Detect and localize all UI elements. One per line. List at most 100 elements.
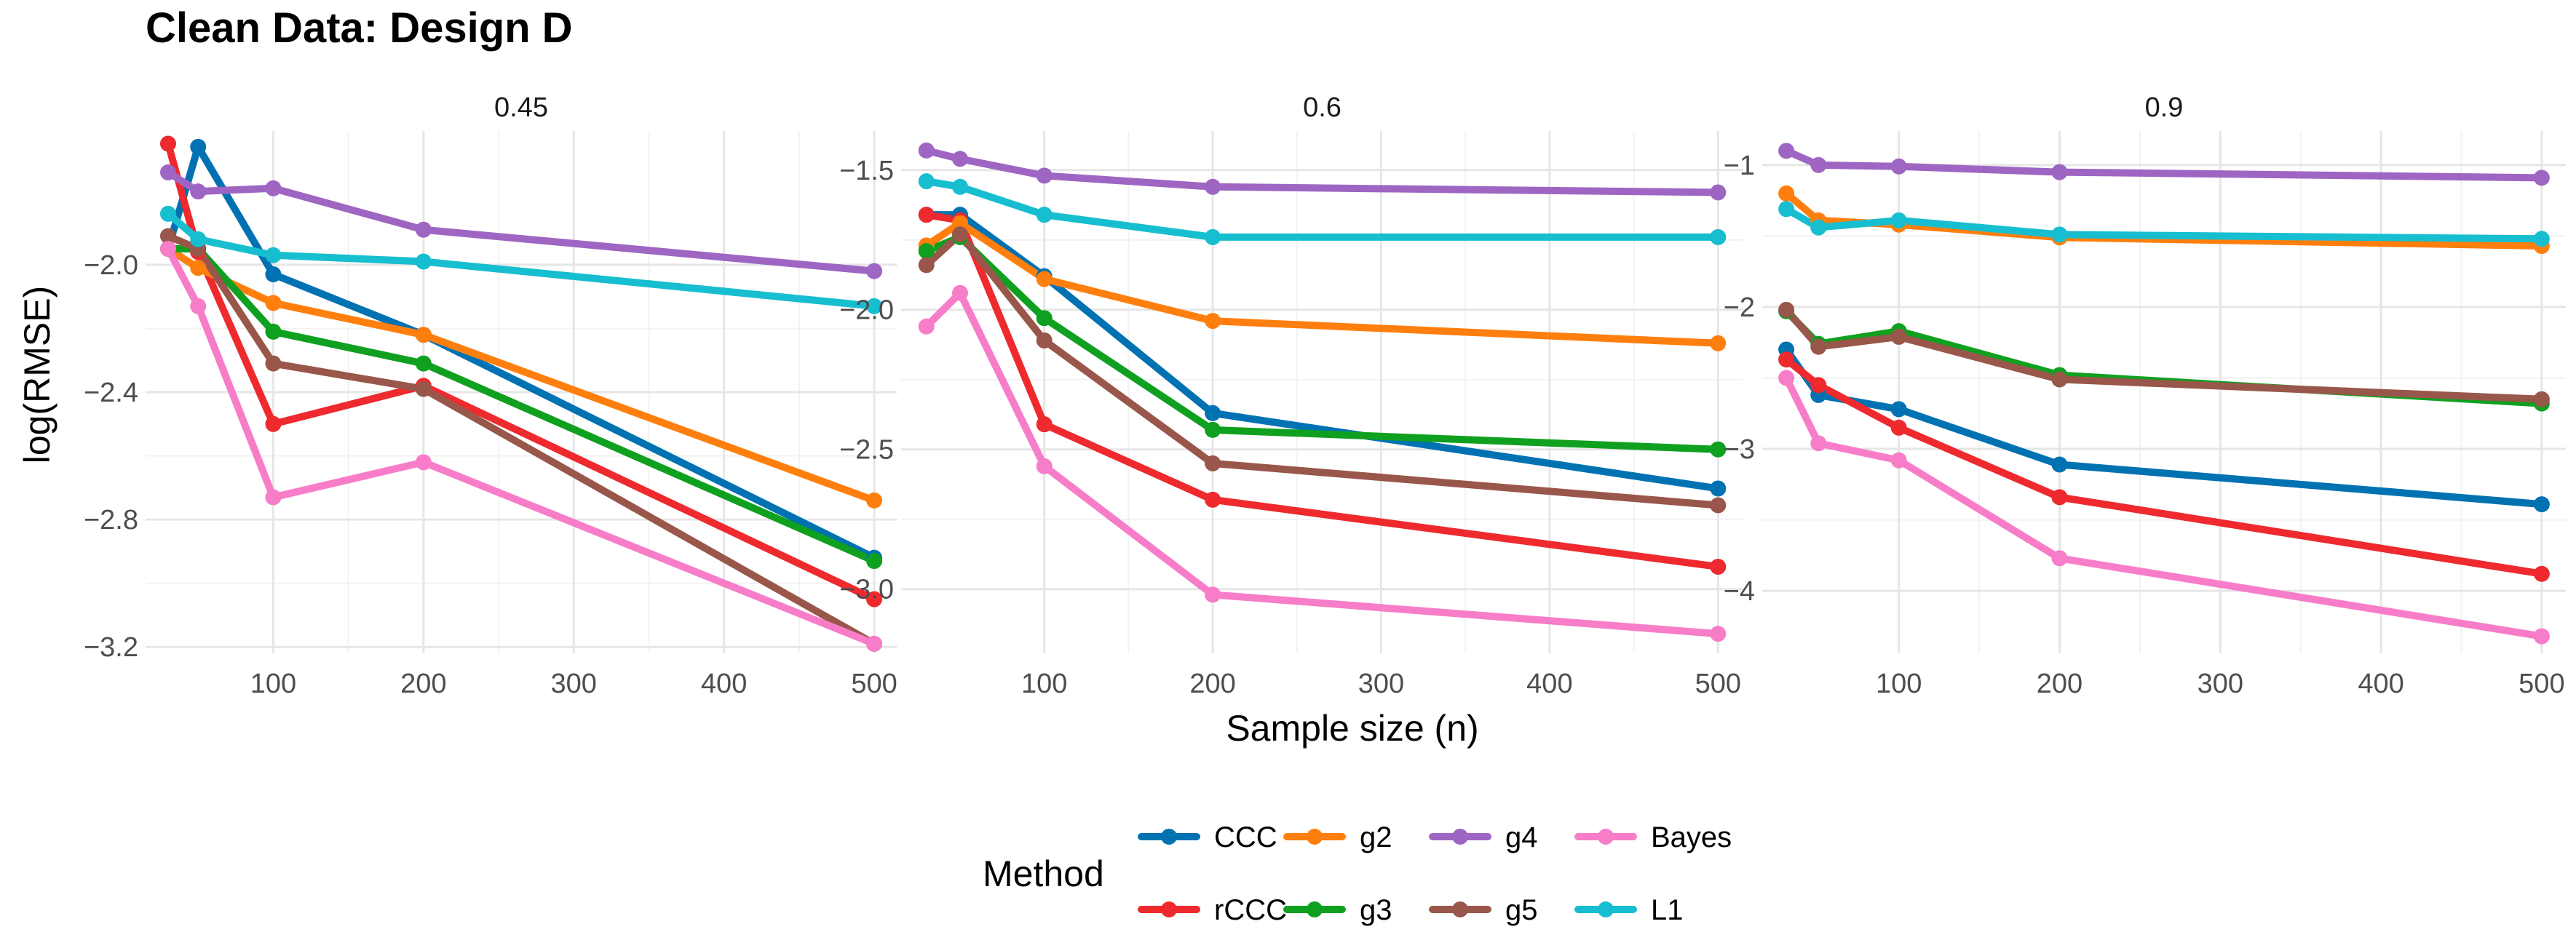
point-g5 bbox=[952, 226, 968, 242]
chart-title: Clean Data: Design D bbox=[146, 4, 573, 52]
point-bayes bbox=[190, 298, 206, 314]
point-bayes bbox=[1205, 586, 1221, 602]
legend-label: rCCC bbox=[1214, 894, 1287, 926]
x-tick-label: 500 bbox=[851, 669, 897, 699]
legend-item-g3: g3 bbox=[1287, 894, 1392, 926]
point-g4 bbox=[1205, 179, 1221, 195]
point-l1 bbox=[416, 254, 432, 270]
point-bayes bbox=[2534, 629, 2550, 645]
panel-0-45: 100 200 300 400 500 −2.0 −2.4 −2.8 −3.2 0.45 bbox=[84, 92, 897, 699]
point-rccc bbox=[1810, 377, 1826, 393]
point-g4 bbox=[1891, 159, 1907, 175]
point-rccc bbox=[1205, 492, 1221, 508]
faceted-line-chart: Clean Data: Design D 100 200 300 400 500 −2.0… bbox=[0, 0, 2576, 948]
point-l1 bbox=[190, 231, 206, 247]
legend-key-point bbox=[1598, 901, 1614, 917]
point-g2 bbox=[190, 260, 206, 276]
point-rccc bbox=[2534, 566, 2550, 582]
y-tick-label: −3.0 bbox=[839, 575, 894, 605]
x-tick-label: 200 bbox=[2037, 669, 2082, 699]
point-g5 bbox=[416, 381, 432, 397]
legend-item-rccc: rCCC bbox=[1141, 894, 1287, 926]
point-rccc bbox=[1778, 351, 1794, 367]
point-g5 bbox=[2051, 371, 2067, 387]
point-g4 bbox=[1778, 143, 1794, 159]
y-tick-label: −2.8 bbox=[84, 505, 138, 535]
point-g5 bbox=[2534, 391, 2550, 407]
legend-key-point bbox=[1161, 901, 1177, 917]
point-rccc bbox=[1710, 559, 1726, 575]
point-g4 bbox=[866, 263, 882, 279]
point-g2 bbox=[416, 327, 432, 343]
point-l1 bbox=[2051, 226, 2067, 242]
legend-item-g5: g5 bbox=[1432, 894, 1538, 926]
point-l1 bbox=[1778, 201, 1794, 217]
legend-label: CCC bbox=[1214, 821, 1277, 853]
point-g4 bbox=[1810, 157, 1826, 173]
y-tick-label: −4 bbox=[1724, 576, 1755, 607]
y-tick-label: −1 bbox=[1724, 151, 1755, 181]
x-tick-label: 400 bbox=[1526, 669, 1572, 699]
point-bayes bbox=[1778, 370, 1794, 386]
legend-label: g2 bbox=[1360, 821, 1392, 853]
legend-item-g4: g4 bbox=[1432, 821, 1538, 853]
x-tick-label: 300 bbox=[2197, 669, 2243, 699]
x-tick-label: 500 bbox=[1695, 669, 1741, 699]
point-g5 bbox=[1710, 498, 1726, 514]
y-tick-label: −2.5 bbox=[839, 435, 894, 466]
point-l1 bbox=[919, 173, 935, 189]
y-tick-label: −2.0 bbox=[839, 295, 894, 326]
legend-item-ccc: CCC bbox=[1141, 821, 1277, 853]
y-axis-title: log(RMSE) bbox=[17, 286, 58, 463]
point-rccc bbox=[1891, 420, 1907, 436]
panel-strip-label: 0.45 bbox=[494, 92, 548, 123]
point-g4 bbox=[1037, 167, 1053, 183]
point-g5 bbox=[1891, 329, 1907, 345]
point-g4 bbox=[2534, 170, 2550, 186]
legend-label: L1 bbox=[1651, 894, 1684, 926]
point-g3 bbox=[1037, 310, 1053, 326]
point-g3 bbox=[1205, 422, 1221, 438]
legend-key-point bbox=[1307, 829, 1323, 845]
legend-key-point bbox=[1161, 829, 1177, 845]
legend-item-l1: L1 bbox=[1578, 894, 1684, 926]
point-bayes bbox=[160, 241, 176, 257]
legend-item-bayes: Bayes bbox=[1578, 821, 1732, 853]
legend-item-g2: g2 bbox=[1287, 821, 1392, 853]
point-g5 bbox=[1037, 332, 1053, 348]
point-bayes bbox=[1037, 458, 1053, 474]
point-ccc bbox=[1205, 405, 1221, 421]
point-g3 bbox=[265, 324, 281, 340]
legend-label: g4 bbox=[1505, 821, 1538, 853]
point-bayes bbox=[1810, 435, 1826, 451]
point-g2 bbox=[1778, 186, 1794, 202]
legend-key-point bbox=[1452, 829, 1468, 845]
point-g3 bbox=[866, 553, 882, 569]
point-ccc bbox=[190, 139, 206, 155]
legend-title: Method bbox=[983, 853, 1104, 894]
point-g2 bbox=[1205, 313, 1221, 329]
legend-label: g3 bbox=[1360, 894, 1392, 926]
point-g3 bbox=[416, 356, 432, 372]
legend-label: Bayes bbox=[1651, 821, 1732, 853]
point-g2 bbox=[265, 295, 281, 311]
point-rccc bbox=[265, 416, 281, 432]
point-g4 bbox=[160, 164, 176, 180]
point-bayes bbox=[919, 319, 935, 335]
y-tick-label: −3 bbox=[1724, 434, 1755, 465]
point-g4 bbox=[1710, 184, 1726, 200]
x-tick-label: 100 bbox=[1876, 669, 1922, 699]
x-tick-label: 300 bbox=[1358, 669, 1404, 699]
point-ccc bbox=[265, 266, 281, 282]
legend-key-point bbox=[1452, 901, 1468, 917]
point-bayes bbox=[866, 636, 882, 652]
x-tick-label: 400 bbox=[2358, 669, 2403, 699]
y-tick-label: −2.0 bbox=[84, 250, 138, 281]
point-ccc bbox=[1710, 480, 1726, 496]
point-bayes bbox=[1891, 453, 1907, 469]
point-g5 bbox=[919, 257, 935, 273]
point-l1 bbox=[1710, 229, 1726, 245]
point-rccc bbox=[1037, 416, 1053, 432]
legend-key-point bbox=[1307, 901, 1323, 917]
point-l1 bbox=[265, 247, 281, 263]
